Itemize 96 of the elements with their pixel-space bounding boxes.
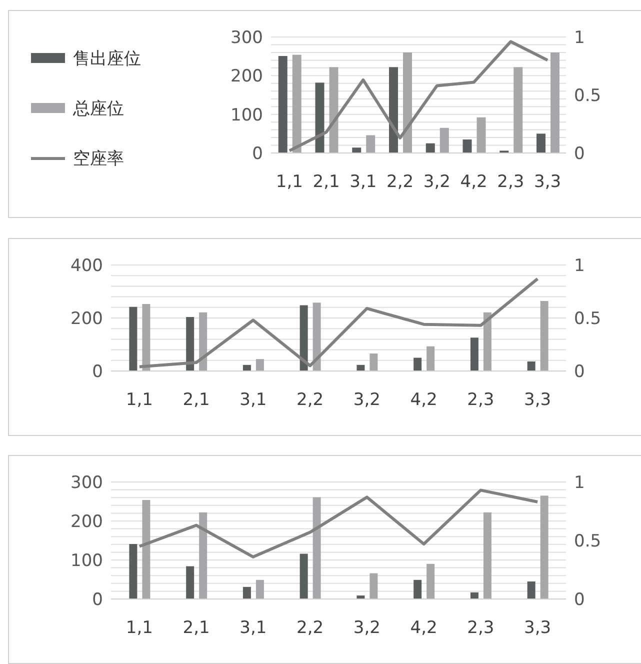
x-tick-label: 2,1 xyxy=(312,172,340,192)
bar xyxy=(300,305,308,371)
bar xyxy=(536,134,546,153)
bar xyxy=(186,566,194,599)
y-tick-label: 300 xyxy=(230,28,263,48)
bar xyxy=(426,346,435,371)
x-tick-label: 3,3 xyxy=(534,172,562,192)
legend-label: 空座率 xyxy=(73,148,124,170)
x-tick-label: 3,1 xyxy=(350,172,377,192)
bar xyxy=(470,592,478,599)
bar xyxy=(352,148,362,153)
y2-tick-label: 0 xyxy=(574,590,585,610)
x-tick-label: 1,1 xyxy=(126,390,153,410)
bar xyxy=(462,139,472,153)
x-tick-label: 3,2 xyxy=(353,390,380,410)
x-tick-label: 3,1 xyxy=(240,390,267,410)
bar xyxy=(315,82,324,153)
x-tick-label: 3,3 xyxy=(524,618,552,638)
bar xyxy=(186,316,194,371)
bar xyxy=(199,512,208,599)
bar xyxy=(414,580,422,599)
x-tick-label: 2,1 xyxy=(182,618,210,638)
y-tick-label: 100 xyxy=(70,551,103,572)
y2-tick-label: 0.5 xyxy=(574,532,602,552)
y-tick-label: 200 xyxy=(70,512,103,532)
x-tick-label: 1,1 xyxy=(276,172,303,192)
x-tick-label: 4,2 xyxy=(460,172,488,192)
bar xyxy=(527,581,536,599)
y2-tick-label: 0 xyxy=(574,144,585,164)
bar xyxy=(470,338,478,371)
x-tick-label: 3,2 xyxy=(353,618,380,638)
line-series xyxy=(288,40,550,152)
legend-label: 售出座位 xyxy=(73,48,141,70)
bar xyxy=(540,301,548,371)
bar xyxy=(356,364,365,371)
bar xyxy=(142,304,150,371)
bar xyxy=(370,573,378,599)
x-tick-label: 2,2 xyxy=(296,618,324,638)
x-tick-label: 3,2 xyxy=(423,172,450,192)
bar xyxy=(129,306,138,371)
y2-tick-label: 0.5 xyxy=(574,86,602,106)
x-tick-label: 2,3 xyxy=(467,390,494,410)
line-series xyxy=(138,488,540,558)
bar xyxy=(440,128,449,153)
x-tick-label: 2,2 xyxy=(296,390,324,410)
y2-tick-label: 0.5 xyxy=(574,309,602,330)
bar xyxy=(389,67,398,153)
y2-tick-label: 1 xyxy=(574,473,585,494)
y2-tick-label: 0 xyxy=(574,362,585,382)
bar xyxy=(540,496,548,599)
x-tick-label: 3,3 xyxy=(524,390,552,410)
bar xyxy=(426,564,435,599)
bar xyxy=(312,302,321,371)
x-tick-label: 2,2 xyxy=(386,172,414,192)
y-tick-label: 300 xyxy=(70,473,103,494)
bar xyxy=(527,361,536,371)
bar xyxy=(550,52,560,153)
bar xyxy=(278,56,288,153)
bar xyxy=(256,580,264,599)
y-tick-label: 0 xyxy=(252,144,263,164)
y-tick-label: 100 xyxy=(230,105,263,126)
bar xyxy=(242,364,251,371)
y-tick-label: 200 xyxy=(70,309,103,330)
bar xyxy=(256,359,264,371)
x-tick-label: 2,3 xyxy=(467,618,494,638)
bar xyxy=(403,52,412,153)
y2-tick-label: 1 xyxy=(574,28,585,48)
bar xyxy=(142,500,150,599)
x-tick-label: 2,3 xyxy=(497,172,524,192)
bar xyxy=(476,117,486,153)
bar xyxy=(242,586,251,599)
bar xyxy=(292,54,302,153)
x-tick-label: 2,1 xyxy=(182,390,210,410)
bar xyxy=(312,497,321,599)
x-tick-label: 4,2 xyxy=(410,390,438,410)
bar xyxy=(129,544,138,599)
bar xyxy=(426,143,435,153)
y2-tick-label: 1 xyxy=(574,256,585,276)
bar xyxy=(414,358,422,371)
bar xyxy=(366,135,376,153)
legend-label: 总座位 xyxy=(73,98,124,120)
x-tick-label: 3,1 xyxy=(240,618,267,638)
bar xyxy=(483,312,492,371)
y-tick-label: 0 xyxy=(92,590,103,610)
bar xyxy=(370,354,378,371)
x-tick-label: 1,1 xyxy=(126,618,153,638)
x-tick-label: 4,2 xyxy=(410,618,438,638)
bar xyxy=(300,554,308,599)
bar xyxy=(329,67,338,153)
y-tick-label: 400 xyxy=(70,256,103,276)
line-series xyxy=(138,277,540,368)
bar xyxy=(514,67,523,153)
bar xyxy=(483,512,492,599)
bar xyxy=(199,312,208,371)
y-tick-label: 0 xyxy=(92,362,103,382)
y-tick-label: 200 xyxy=(230,66,263,87)
